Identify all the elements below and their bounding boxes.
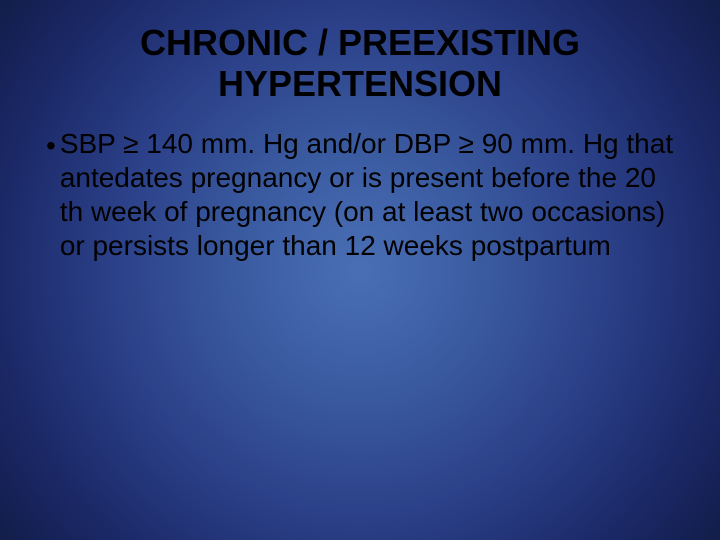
title-line-2: HYPERTENSION — [218, 63, 502, 104]
bullet-item: • SBP ≥ 140 mm. Hg and/or DBP ≥ 90 mm. H… — [46, 127, 674, 264]
slide-title: CHRONIC / PREEXISTING HYPERTENSION — [46, 22, 674, 105]
bullet-marker: • — [46, 129, 56, 163]
slide: CHRONIC / PREEXISTING HYPERTENSION • SBP… — [0, 0, 720, 540]
bullet-text: SBP ≥ 140 mm. Hg and/or DBP ≥ 90 mm. Hg … — [60, 127, 674, 264]
title-line-1: CHRONIC / PREEXISTING — [140, 22, 580, 63]
